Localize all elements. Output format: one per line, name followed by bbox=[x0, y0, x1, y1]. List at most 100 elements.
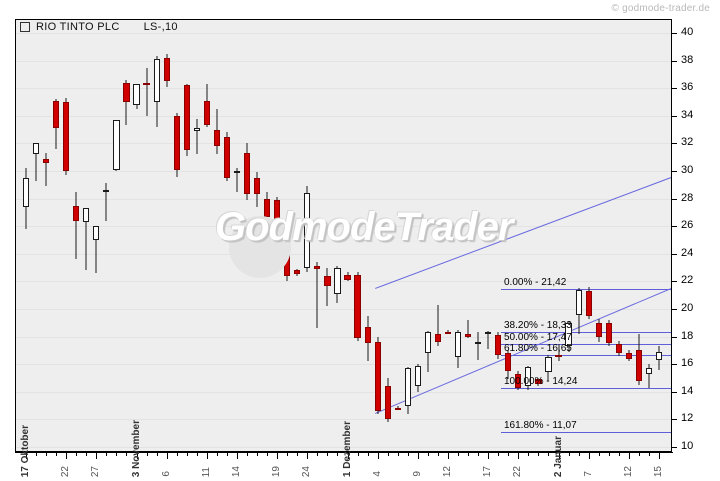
candlestick[interactable] bbox=[495, 20, 502, 451]
candlestick[interactable] bbox=[233, 20, 241, 451]
fibonacci-level-line[interactable] bbox=[501, 388, 671, 390]
candlestick[interactable] bbox=[73, 20, 80, 451]
date-axis-label: 11 bbox=[200, 466, 212, 477]
chart-plot-area[interactable]: 0.00% - 21,42 38.20% - 18,33 50.00% - 17,4… bbox=[15, 19, 672, 452]
candlestick[interactable] bbox=[364, 20, 371, 451]
candlestick[interactable] bbox=[32, 20, 40, 451]
price-axis-tick: 18 bbox=[672, 330, 718, 342]
tick-mark bbox=[672, 447, 677, 448]
candlestick[interactable] bbox=[354, 20, 361, 451]
candlestick[interactable] bbox=[454, 20, 462, 451]
candlestick[interactable] bbox=[434, 20, 442, 451]
date-axis-tick bbox=[357, 453, 359, 456]
candlestick[interactable] bbox=[143, 20, 150, 451]
candlestick[interactable] bbox=[83, 20, 90, 451]
candlestick[interactable] bbox=[444, 20, 452, 451]
candlestick[interactable] bbox=[22, 20, 30, 451]
candlestick[interactable] bbox=[334, 20, 341, 451]
price-axis-label: 26 bbox=[681, 219, 694, 232]
price-axis-tick: 16 bbox=[672, 357, 718, 369]
candlestick[interactable] bbox=[404, 20, 411, 451]
candlestick[interactable] bbox=[274, 20, 281, 451]
candlestick[interactable] bbox=[595, 20, 602, 451]
tick-mark bbox=[672, 281, 677, 283]
fibonacci-level-line[interactable] bbox=[501, 355, 671, 357]
candlestick[interactable] bbox=[93, 20, 100, 451]
candlestick[interactable] bbox=[615, 20, 622, 451]
candlestick[interactable] bbox=[223, 20, 231, 451]
candlestick[interactable] bbox=[515, 20, 522, 451]
candlestick[interactable] bbox=[414, 20, 421, 451]
candle-body bbox=[73, 205, 80, 221]
candlestick[interactable] bbox=[253, 20, 261, 451]
candlestick[interactable] bbox=[304, 20, 311, 451]
fibonacci-level-line[interactable] bbox=[501, 432, 671, 434]
candle-wick bbox=[95, 226, 97, 274]
candlestick[interactable] bbox=[284, 20, 291, 451]
candlestick[interactable] bbox=[424, 20, 431, 451]
price-axis-label: 34 bbox=[681, 108, 694, 121]
candlestick[interactable] bbox=[565, 20, 572, 451]
candlestick[interactable] bbox=[585, 20, 592, 451]
candle-wick bbox=[75, 191, 77, 260]
date-axis-tick bbox=[468, 453, 470, 456]
fibonacci-level-line[interactable] bbox=[501, 289, 671, 291]
candlestick[interactable] bbox=[535, 20, 542, 451]
candlestick[interactable] bbox=[173, 20, 180, 451]
price-axis-label: 20 bbox=[681, 302, 694, 314]
candlestick[interactable] bbox=[264, 20, 271, 451]
candle-body bbox=[294, 270, 301, 275]
candlestick[interactable] bbox=[123, 20, 130, 451]
candlestick[interactable] bbox=[63, 20, 70, 451]
candlestick[interactable] bbox=[655, 20, 663, 451]
candlestick[interactable] bbox=[525, 20, 532, 451]
candlestick[interactable] bbox=[324, 20, 331, 451]
candlestick[interactable] bbox=[42, 20, 50, 451]
candlestick[interactable] bbox=[605, 20, 612, 451]
candlestick[interactable] bbox=[314, 20, 321, 451]
candlestick[interactable] bbox=[213, 20, 220, 451]
candlestick[interactable] bbox=[545, 20, 552, 451]
fibonacci-level-label: 0.00% - 21,42 bbox=[504, 277, 567, 289]
fibonacci-level-label: 38.20% - 18,33 bbox=[504, 320, 572, 332]
candlestick[interactable] bbox=[344, 20, 351, 451]
candlestick[interactable] bbox=[625, 20, 632, 451]
gridline bbox=[16, 391, 671, 393]
candlestick[interactable] bbox=[575, 20, 582, 451]
candlestick[interactable] bbox=[464, 20, 472, 451]
gridline bbox=[16, 447, 671, 448]
candlestick[interactable] bbox=[485, 20, 492, 451]
candlestick[interactable] bbox=[294, 20, 301, 451]
candlestick[interactable] bbox=[113, 20, 120, 451]
candlestick[interactable] bbox=[163, 20, 170, 451]
candlestick[interactable] bbox=[193, 20, 200, 451]
price-axis-label: 38 bbox=[681, 53, 694, 66]
candlestick[interactable] bbox=[645, 20, 653, 451]
candlestick[interactable] bbox=[203, 20, 210, 451]
candlestick[interactable] bbox=[384, 20, 391, 451]
checkbox-icon[interactable] bbox=[20, 22, 30, 32]
date-axis-tick bbox=[76, 453, 78, 456]
date-axis-tick-major bbox=[26, 453, 27, 459]
date-axis-label: 12 bbox=[442, 465, 453, 477]
candlestick[interactable] bbox=[183, 20, 190, 451]
candlestick[interactable] bbox=[374, 20, 381, 451]
candlestick[interactable] bbox=[635, 20, 642, 451]
candle-body bbox=[655, 351, 663, 361]
candle-wick bbox=[125, 79, 127, 126]
candlestick[interactable] bbox=[103, 20, 110, 451]
tick-mark bbox=[672, 309, 677, 310]
fibonacci-level-line[interactable] bbox=[501, 332, 671, 334]
date-axis-tick bbox=[387, 453, 389, 456]
fibonacci-level-line[interactable] bbox=[501, 343, 671, 345]
candlestick[interactable] bbox=[555, 20, 562, 451]
candlestick[interactable] bbox=[153, 20, 160, 451]
candlestick[interactable] bbox=[243, 20, 251, 451]
candlestick[interactable] bbox=[133, 20, 140, 451]
candlestick[interactable] bbox=[475, 20, 482, 451]
candlestick[interactable] bbox=[394, 20, 401, 451]
candle-body bbox=[113, 119, 120, 170]
candlestick[interactable] bbox=[53, 20, 60, 451]
date-axis-tick bbox=[458, 453, 460, 456]
candlestick[interactable] bbox=[505, 20, 512, 451]
